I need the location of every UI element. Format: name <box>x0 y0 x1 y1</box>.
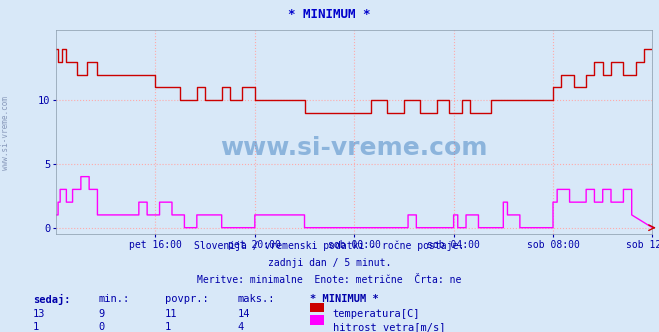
Text: maks.:: maks.: <box>237 294 275 304</box>
Text: Meritve: minimalne  Enote: metrične  Črta: ne: Meritve: minimalne Enote: metrične Črta:… <box>197 275 462 285</box>
Text: 0: 0 <box>99 322 105 332</box>
Text: 14: 14 <box>237 309 250 319</box>
Text: 1: 1 <box>165 322 171 332</box>
Text: temperatura[C]: temperatura[C] <box>333 309 420 319</box>
Text: 4: 4 <box>237 322 243 332</box>
Text: Slovenija / vremenski podatki - ročne postaje.: Slovenija / vremenski podatki - ročne po… <box>194 241 465 251</box>
Text: sedaj:: sedaj: <box>33 294 71 305</box>
Text: povpr.:: povpr.: <box>165 294 208 304</box>
Text: 1: 1 <box>33 322 39 332</box>
Text: min.:: min.: <box>99 294 130 304</box>
Text: 9: 9 <box>99 309 105 319</box>
Text: zadnji dan / 5 minut.: zadnji dan / 5 minut. <box>268 258 391 268</box>
Text: www.si-vreme.com: www.si-vreme.com <box>1 96 10 170</box>
Text: * MINIMUM *: * MINIMUM * <box>288 8 371 21</box>
Text: hitrost vetra[m/s]: hitrost vetra[m/s] <box>333 322 445 332</box>
Text: 13: 13 <box>33 309 45 319</box>
Text: 11: 11 <box>165 309 177 319</box>
Text: * MINIMUM *: * MINIMUM * <box>310 294 378 304</box>
Text: www.si-vreme.com: www.si-vreme.com <box>221 136 488 160</box>
